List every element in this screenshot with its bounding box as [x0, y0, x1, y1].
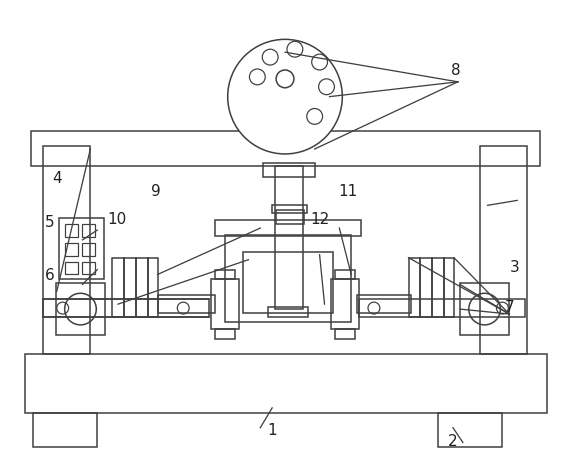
Text: 11: 11 — [339, 184, 358, 199]
Bar — [215, 220, 361, 236]
Text: 7: 7 — [505, 300, 514, 315]
Bar — [43, 146, 90, 354]
Bar — [265, 111, 305, 133]
Bar — [33, 413, 97, 447]
Bar — [272, 206, 307, 213]
Bar — [438, 413, 502, 447]
Bar — [331, 280, 359, 329]
Bar — [43, 299, 209, 317]
Text: 5: 5 — [45, 215, 54, 230]
Bar — [263, 163, 315, 177]
Bar — [157, 295, 215, 313]
Bar — [211, 280, 239, 329]
Text: 2: 2 — [448, 434, 458, 449]
Bar — [82, 224, 96, 237]
Bar — [65, 261, 78, 274]
Bar — [243, 252, 333, 313]
Bar — [215, 329, 235, 339]
Text: 12: 12 — [310, 212, 329, 226]
Bar — [65, 243, 78, 256]
Text: 4: 4 — [52, 171, 62, 186]
Bar — [265, 52, 305, 82]
Bar — [335, 329, 355, 339]
Bar — [460, 283, 509, 335]
Text: 3: 3 — [510, 260, 520, 275]
Text: 8: 8 — [451, 63, 460, 78]
Bar — [276, 210, 304, 224]
Bar — [56, 283, 105, 335]
Bar — [82, 261, 96, 274]
Bar — [357, 295, 411, 313]
Circle shape — [228, 39, 342, 154]
Bar — [82, 243, 96, 256]
Bar — [259, 82, 313, 111]
Text: 6: 6 — [45, 268, 55, 283]
Bar — [408, 258, 454, 317]
Text: 10: 10 — [107, 212, 126, 226]
Bar — [65, 224, 78, 237]
Bar — [225, 235, 351, 322]
Bar — [359, 299, 525, 317]
Bar — [215, 269, 235, 280]
Bar — [59, 218, 104, 280]
Bar — [273, 133, 299, 151]
Bar — [275, 166, 303, 309]
Bar — [31, 131, 540, 166]
Bar — [480, 146, 527, 354]
Text: 9: 9 — [151, 184, 161, 199]
Bar — [335, 269, 355, 280]
Text: 1: 1 — [267, 423, 277, 438]
Bar — [268, 307, 308, 317]
Bar — [25, 354, 547, 413]
Bar — [112, 258, 157, 317]
